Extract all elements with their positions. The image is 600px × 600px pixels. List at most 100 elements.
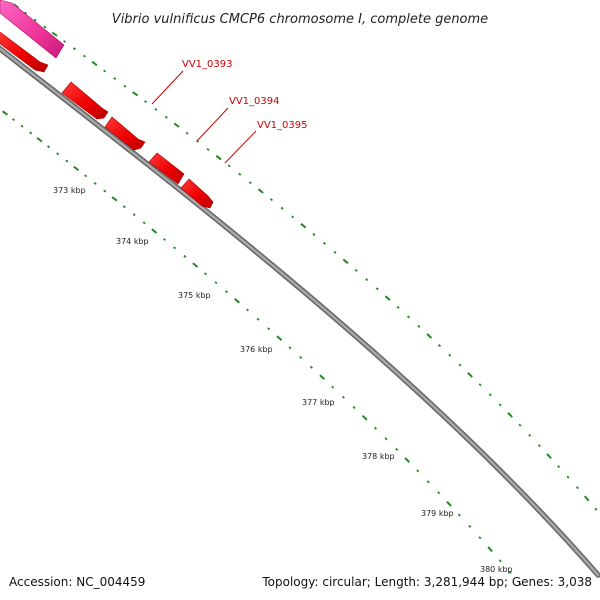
guide-tick-mark [498,559,502,563]
guide-tick-mark [36,137,43,143]
guide-tick-mark [72,47,76,51]
guide-tick-mark [103,189,107,193]
guide-tick-mark [144,100,148,104]
guide-tick-mark [299,356,303,359]
guide-tick-mark [91,60,98,67]
guide-tick-mark [204,272,208,276]
gene-feature [0,31,49,73]
guide-tick-mark [257,188,264,194]
guide-tick-mark [546,453,552,459]
chromosome-backbone [0,45,600,578]
guide-tick-mark [312,233,316,236]
guide-tick-mark [322,241,326,245]
guide-tick-mark [43,25,47,29]
guide-tick-mark [164,115,168,119]
guide-tick-mark [192,262,199,268]
gene-label-vv1-0393: VV1_0393 [182,59,233,70]
guide-tick-mark [417,324,421,328]
guide-tick-mark [93,181,97,185]
guide-tick-mark [113,77,117,81]
gene-labels: VV1_0393 VV1_0394 VV1_0395 [182,59,308,131]
guide-tick-mark [267,327,271,331]
gene-label-vv1-0394: VV1_0394 [229,96,280,107]
guide-tick-mark [24,11,28,15]
guide-tick-mark [478,536,482,540]
guide-tick-mark [183,254,187,258]
guide-tick-mark [331,385,335,389]
guide-tick-mark [437,344,442,348]
guide-tick-mark [288,346,292,350]
guide-tick-mark [227,164,231,168]
guide-tick-mark [508,570,512,574]
guide-tick-mark [384,437,388,441]
guide-tick-mark [151,228,158,234]
guide-tick-mark [583,495,590,502]
guide-tick-mark [365,278,369,282]
guide-tick-mark [33,18,37,22]
dotted-guide-arcs [1,3,598,586]
guide-tick-mark [458,363,462,367]
guide-tick-mark [280,206,284,210]
guide-tick-mark [478,383,482,387]
guide-tick-mark [103,69,107,73]
guide-tick-mark [395,447,399,451]
guide-tick-mark [426,333,433,339]
guide-tick-mark [384,295,391,301]
gene-label-vv1-0395: VV1_0395 [257,120,308,131]
guide-tick-mark [246,308,249,312]
guide-tick-mark [407,315,410,319]
guide-tick-mark [51,31,58,37]
gene-feature-pink [0,0,65,59]
guide-tick-mark [206,147,210,151]
guide-tick-mark [234,298,240,304]
guide-tick-mark [300,223,307,229]
tick-label-380kbp: 380 kbp [480,565,513,574]
guide-tick-mark [84,174,88,178]
guide-tick-mark [498,403,502,407]
guide-tick-mark [269,198,273,202]
guide-tick-mark [225,290,228,294]
tick-label-378kbp: 378 kbp [362,452,395,461]
guide-tick-mark [426,480,430,484]
guide-tick-mark [65,159,69,163]
guide-tick-mark [56,152,60,156]
guide-tick-mark [132,213,136,217]
tick-label-379kbp: 379 kbp [421,509,454,518]
guide-tick-mark [361,414,368,421]
tick-label-375kbp: 375 kbp [178,291,211,300]
guide-tick-mark [162,238,166,241]
guide-tick-mark [373,426,377,430]
guide-tick-mark [82,54,86,58]
guide-tick-mark [468,524,472,528]
guide-tick-mark [528,433,532,437]
guide-tick-mark [276,335,283,341]
gene-feature [61,81,109,120]
guide-tick-mark [446,501,452,507]
gene-feature [180,178,214,209]
guide-tick-mark [487,546,493,553]
guide-tick-mark [437,491,441,495]
guide-tick-mark [448,353,452,357]
guide-tick-mark [537,444,541,448]
guide-tick-mark [256,317,260,321]
guide-tick-mark [333,250,337,254]
gene-label-leaders [151,70,257,164]
guide-tick-mark [291,215,295,219]
tick-label-377kbp: 377 kbp [302,398,335,407]
guide-tick-mark [309,365,313,369]
guide-tick-mark [594,507,598,511]
guide-tick-mark [404,457,411,463]
guide-tick-mark [557,465,561,469]
guide-tick-mark [354,268,358,272]
tick-label-373kbp: 373 kbp [53,186,86,195]
map-title: Vibrio vulnificus CMCP6 chromosome I, co… [112,12,488,27]
tick-label-376kbp: 376 kbp [240,345,273,354]
guide-tick-mark [238,172,242,176]
guide-tick-mark [566,475,570,479]
guide-tick-mark [396,305,400,309]
guide-tick-mark [173,246,177,250]
guide-tick-mark [20,124,24,128]
accession-text: Accession: NC_004459 [9,575,145,589]
guide-tick-mark [518,423,522,427]
guide-tick-mark [248,181,252,185]
